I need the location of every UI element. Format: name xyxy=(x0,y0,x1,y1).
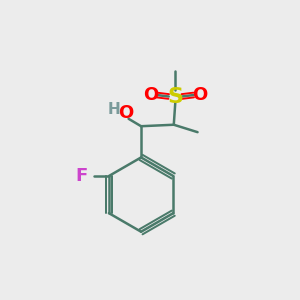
Text: O: O xyxy=(192,86,207,104)
Text: H: H xyxy=(107,102,120,117)
Text: F: F xyxy=(75,167,88,185)
Text: O: O xyxy=(143,86,158,104)
Text: O: O xyxy=(118,104,133,122)
Text: S: S xyxy=(167,86,183,106)
